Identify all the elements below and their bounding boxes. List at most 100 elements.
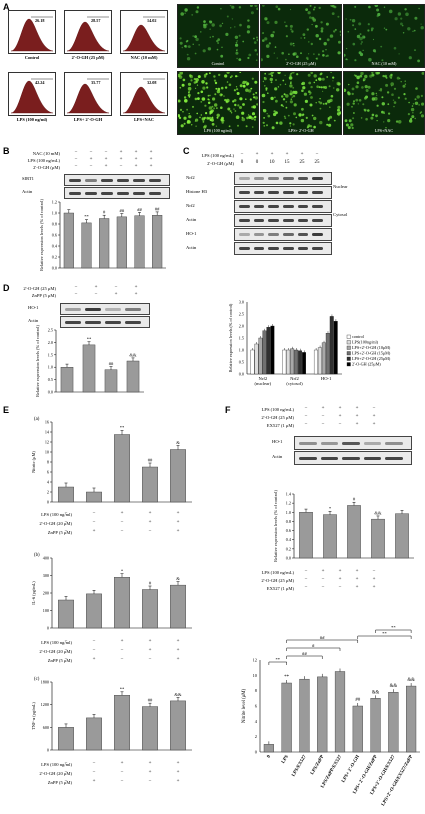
condition-sign: −: [64, 770, 68, 775]
condition-label: 2'-O-GH (μM): [207, 161, 234, 166]
category-label: 0: [267, 754, 273, 759]
blot-strip: [60, 303, 150, 315]
condition-sign: −: [74, 285, 78, 290]
y-axis-label: Nitrite (μM): [31, 451, 36, 473]
flow-histogram: 26.18 Control: [8, 10, 56, 60]
protein-band: [253, 205, 265, 208]
significance-mark: **: [120, 425, 125, 430]
subpanel-tag: (c): [34, 677, 40, 682]
protein-band: [312, 233, 323, 236]
condition-sign: −: [120, 770, 124, 775]
legend-label: control: [352, 334, 365, 339]
bar: [334, 671, 346, 753]
bar: [263, 744, 274, 753]
blot-strip: [294, 436, 412, 450]
y-tick-label: 0: [47, 626, 49, 631]
conditions-f: LPS (100 ng/mL) − + + + − 2'-O-GH (25 μM) − − + + +…: [210, 406, 425, 433]
y-axis-label: Relative expression levels (% of control…: [273, 490, 278, 562]
condition-sign: 0: [255, 160, 259, 165]
y-tick-label: 10: [45, 450, 49, 455]
significance-mark: ##: [148, 458, 153, 463]
protein-band: [297, 191, 309, 194]
fluorescence-image: LPS (100 ng/ml): [177, 71, 259, 135]
category-label: Nrf2: [258, 376, 267, 381]
bar: [371, 518, 385, 559]
condition-label: LPS (100 ng/mL): [261, 570, 294, 575]
comparison-bracket: [286, 655, 323, 659]
condition-sign: −: [89, 164, 93, 169]
protein-band: [342, 456, 360, 460]
protein-band: [125, 320, 141, 324]
condition-sign: +: [338, 577, 342, 582]
chart-f: 0.0 0.2 0.4 0.6 0.8 1.0 1.2 1.4 Relative express…: [273, 490, 414, 562]
bar: [325, 333, 330, 375]
condition-sign: −: [321, 577, 325, 582]
condition-sign: +: [148, 639, 152, 644]
significance-mark: **: [120, 686, 125, 691]
bar: [321, 342, 326, 375]
legend-swatch: [346, 351, 351, 356]
protein-band: [297, 177, 309, 180]
bar: [58, 727, 74, 751]
condition-label: LPS (100 ng/mL): [201, 153, 234, 158]
protein-band: [149, 191, 161, 195]
significance-mark: *: [121, 568, 124, 573]
y-tick-label: 0.2: [52, 255, 57, 260]
significance-mark: #: [353, 497, 356, 502]
condition-sign: +: [92, 529, 96, 534]
protein-band: [117, 178, 129, 182]
y-tick-label: 0.5: [239, 360, 244, 365]
y-axis-label: IL-6 (pg/mL): [31, 581, 36, 605]
bar: [352, 705, 363, 753]
condition-sign: −: [321, 422, 325, 427]
condition-sign: +: [355, 422, 359, 427]
condition-sign: −: [92, 520, 96, 525]
bar: [290, 348, 295, 375]
significance-mark: &&: [372, 690, 380, 695]
y-tick-label: 1.0: [286, 510, 291, 515]
bracket-mark: ##: [320, 635, 325, 640]
y-tick-label: 0: [47, 748, 49, 753]
y-tick-label: 1.2: [286, 501, 291, 506]
condition-sign: +: [148, 511, 152, 516]
protein-band: [133, 178, 145, 182]
condition-sign: −: [372, 406, 376, 411]
bar: [114, 434, 130, 503]
legend-swatch: [346, 340, 351, 345]
bar: [170, 584, 186, 629]
condition-sign: +: [176, 511, 180, 516]
blot-strip: [234, 214, 332, 227]
condition-sign: +: [338, 569, 342, 574]
condition-sign: −: [92, 511, 96, 516]
bar: [114, 695, 130, 751]
conditions-b: NAC (10 mM) − − − + + + LPS (100 ng/mL) − + + + + +2'…: [0, 150, 170, 175]
condition-sign: −: [92, 761, 96, 766]
y-axis-label: Nitrite level (μM): [242, 688, 247, 723]
condition-sign: 0: [240, 160, 244, 165]
protein-band: [69, 178, 81, 182]
y-tick-label: 1.5: [239, 336, 244, 341]
condition-sign: −: [92, 770, 96, 775]
y-tick-label: 16: [45, 420, 49, 425]
bar: [313, 349, 318, 375]
condition-sign: +: [300, 152, 304, 157]
y-tick-label: 0.0: [286, 556, 291, 561]
significance-mark: **: [284, 675, 289, 680]
category-label: (cytosol): [286, 381, 303, 386]
bar: [299, 678, 310, 753]
condition-sign: +: [176, 520, 180, 525]
condition-sign: −: [148, 529, 152, 534]
bar: [86, 593, 102, 629]
y-tick-label: 200: [43, 591, 49, 596]
bar: [395, 513, 409, 559]
image-caption: Control: [211, 61, 225, 66]
y-tick-label: 0.0: [48, 390, 53, 395]
y-tick-label: 4: [47, 480, 50, 485]
condition-sign: +: [134, 150, 138, 155]
condition-sign: +: [372, 585, 376, 590]
conditions-c: LPS (100 ng/mL) − + + + + − 2'-O-GH (μM) 0 0 10 15 2…: [180, 152, 420, 173]
blot-strip: [294, 451, 412, 465]
flow-histogram: 42.24 LPS (100 ng/ml): [8, 72, 56, 122]
protein-band: [85, 320, 101, 324]
protein-band: [312, 205, 323, 208]
